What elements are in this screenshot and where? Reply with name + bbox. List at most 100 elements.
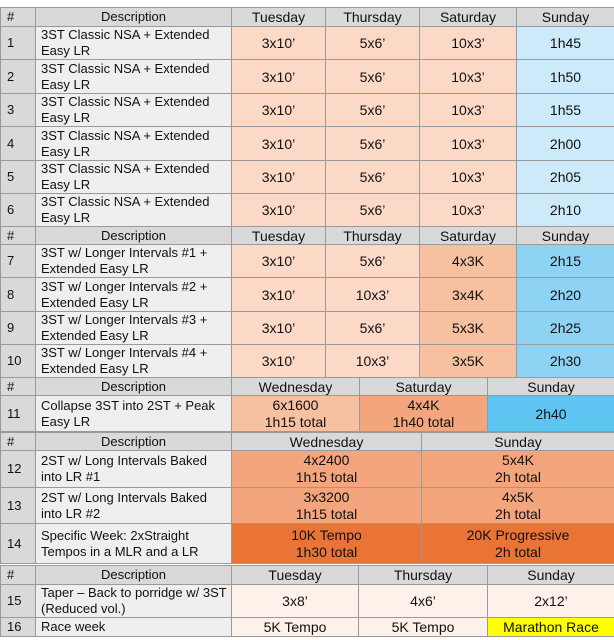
thursday-session: 10x3’ [325, 344, 420, 378]
header-sunday: Sunday [516, 7, 614, 27]
sunday-long-run-line-2: 2h total [495, 543, 541, 560]
row-number: 14 [0, 523, 36, 564]
saturday-session: 10x3’ [419, 26, 517, 60]
tuesday-session: 3x10’ [231, 26, 326, 60]
sunday-long-run: 2h15 [516, 244, 614, 278]
sunday-long-run: 2h10 [516, 193, 614, 227]
wednesday-session: 4x2400 1h15 total [231, 450, 422, 488]
saturday-session: 10x3’ [419, 93, 517, 127]
sunday-long-run: 2h20 [516, 277, 614, 312]
row-number: 16 [0, 617, 36, 637]
wednesday-session-line-1: 10K Tempo [291, 526, 362, 543]
wednesday-session: 6x1600 1h15 total [231, 395, 360, 432]
sunday-long-run: 2h00 [516, 126, 614, 161]
row-number: 13 [0, 487, 36, 524]
sunday-long-run: 5x4K 2h total [421, 450, 614, 488]
wednesday-session-line-1: 3x3200 [303, 488, 350, 505]
saturday-session: 4x4K 1h40 total [359, 395, 488, 432]
header-thursday: Thursday [325, 226, 420, 245]
thursday-session: 5x6’ [325, 160, 420, 194]
header-number: # [0, 432, 36, 451]
sunday-long-run: 1h50 [516, 59, 614, 94]
header-description: Description [35, 432, 232, 451]
tuesday-session: 3x10’ [231, 311, 326, 345]
header-description: Description [35, 565, 232, 585]
thursday-session: 5x6’ [325, 126, 420, 161]
sunday-long-run-line-1: 4x5K [502, 488, 534, 505]
tuesday-session: 3x10’ [231, 193, 326, 227]
wednesday-session-line-1: 6x1600 [272, 396, 319, 413]
header-wednesday: Wednesday [231, 432, 422, 451]
thursday-session: 4x6’ [358, 584, 488, 618]
header-thursday: Thursday [358, 565, 488, 585]
row-number: 11 [0, 395, 36, 432]
row-description: 2ST w/ Long Intervals Baked into LR #2 [35, 487, 232, 524]
wednesday-session: 3x3200 1h15 total [231, 487, 422, 524]
header-description: Description [35, 226, 232, 245]
wednesday-session-line-2: 1h30 total [295, 543, 358, 560]
sunday-long-run: 2h25 [516, 311, 614, 345]
row-number: 6 [0, 193, 36, 227]
header-saturday: Saturday [419, 7, 517, 27]
sunday-long-run-line-2: 2h total [495, 469, 541, 485]
tuesday-session: 3x10’ [231, 160, 326, 194]
row-description: 2ST w/ Long Intervals Baked into LR #1 [35, 450, 232, 488]
row-number: 15 [0, 584, 36, 618]
row-number: 4 [0, 126, 36, 161]
tuesday-session: 5K Tempo [231, 617, 359, 637]
header-tuesday: Tuesday [231, 226, 326, 245]
row-description: 3ST Classic NSA + Extended Easy LR [35, 26, 232, 60]
row-description: 3ST Classic NSA + Extended Easy LR [35, 160, 232, 194]
row-number: 10 [0, 344, 36, 378]
header-tuesday: Tuesday [231, 565, 359, 585]
sunday-long-run-line-1: 20K Progressive [466, 526, 570, 543]
sunday-long-run: 4x5K 2h total [421, 487, 614, 524]
wednesday-session-line-2: 1h15 total [295, 469, 358, 485]
saturday-session-line-1: 4x4K [407, 396, 440, 413]
header-description: Description [35, 377, 232, 396]
header-saturday: Saturday [419, 226, 517, 245]
sunday-long-run: 1h55 [516, 93, 614, 127]
row-number: 2 [0, 59, 36, 94]
sunday-long-run-line-2: 2h total [495, 505, 541, 522]
header-sunday: Sunday [487, 377, 614, 396]
tuesday-session: 3x10’ [231, 277, 326, 312]
header-sunday: Sunday [487, 565, 614, 585]
row-description: 3ST w/ Longer Intervals #2 + Extended Ea… [35, 277, 232, 312]
row-description: 3ST Classic NSA + Extended Easy LR [35, 193, 232, 227]
thursday-session: 5x6’ [325, 26, 420, 60]
wednesday-session-line-1: 4x2400 [303, 452, 350, 468]
saturday-session-line-2: 1h40 total [392, 413, 455, 430]
header-thursday: Thursday [325, 7, 420, 27]
row-description: 3ST Classic NSA + Extended Easy LR [35, 126, 232, 161]
saturday-session: 10x3’ [419, 126, 517, 161]
header-number: # [0, 565, 36, 585]
thursday-session: 10x3’ [325, 277, 420, 312]
sunday-long-run: 2h30 [516, 344, 614, 378]
wednesday-session-line-2: 1h15 total [295, 505, 358, 522]
row-description: 3ST w/ Longer Intervals #3 + Extended Ea… [35, 311, 232, 345]
row-number: 1 [0, 26, 36, 60]
sunday-long-run: 2h40 [487, 395, 614, 432]
row-number: 9 [0, 311, 36, 345]
row-description: Collapse 3ST into 2ST + Peak Easy LR [35, 395, 232, 432]
header-tuesday: Tuesday [231, 7, 326, 27]
tuesday-session: 3x10’ [231, 344, 326, 378]
row-number: 5 [0, 160, 36, 194]
row-number: 3 [0, 93, 36, 127]
row-description: Taper – Back to porridge w/ 3ST (Reduced… [35, 584, 232, 618]
row-description: 3ST Classic NSA + Extended Easy LR [35, 93, 232, 127]
wednesday-session: 10K Tempo 1h30 total [231, 523, 422, 564]
thursday-session: 5x6’ [325, 93, 420, 127]
header-number: # [0, 7, 36, 27]
thursday-session: 5x6’ [325, 193, 420, 227]
tuesday-session: 3x10’ [231, 59, 326, 94]
header-description: Description [35, 7, 232, 27]
sunday-long-run: 20K Progressive 2h total [421, 523, 614, 564]
row-description: Specific Week: 2xStraight Tempos in a ML… [35, 523, 232, 564]
saturday-session: 10x3’ [419, 160, 517, 194]
thursday-session: 5x6’ [325, 311, 420, 345]
sunday-long-run: 1h45 [516, 26, 614, 60]
sunday-long-run-line-1: 5x4K [502, 452, 534, 468]
